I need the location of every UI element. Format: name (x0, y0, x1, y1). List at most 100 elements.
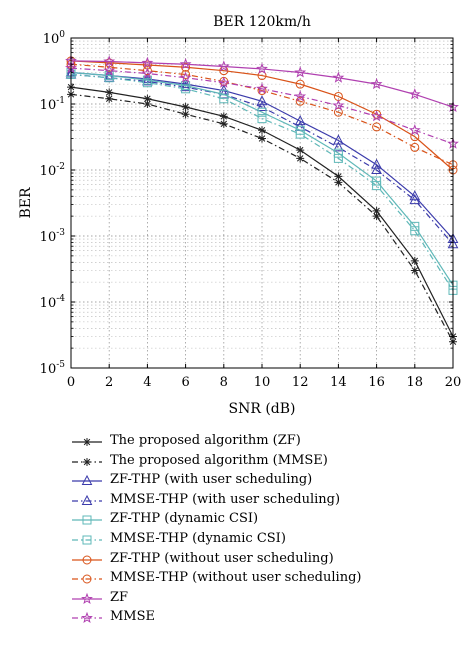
data-point (372, 212, 381, 221)
series-line (70, 60, 454, 171)
series-line (70, 73, 454, 291)
legend-label: MMSE-THP (dynamic CSI) (110, 530, 286, 546)
data-point (257, 86, 267, 96)
y-axis-label: BER (18, 187, 34, 219)
x-tick-label: 8 (220, 375, 228, 390)
ber-chart: BER 120km/h 0 2 4 6 8 10 12 14 16 18 20 10-5 10-4 10-… (18, 14, 462, 417)
data-point (333, 153, 343, 163)
x-tick-label: 12 (292, 375, 309, 390)
data-point (334, 178, 343, 187)
data-point (410, 226, 420, 236)
data-point (371, 163, 382, 174)
axis-ticks: 0 2 4 6 8 10 12 14 16 18 20 10-5 10-4 10-3 10-2 10-1 100 (40, 30, 462, 390)
y-tick-label: 10-4 (40, 294, 66, 311)
data-point (295, 96, 305, 106)
data-point (180, 78, 191, 89)
x-tick-label: 6 (181, 375, 189, 390)
data-point (333, 134, 344, 145)
legend-entry: ZF (70, 589, 470, 609)
legend: The proposed algorithm (ZF) The proposed … (70, 432, 470, 628)
data-point (103, 64, 116, 76)
legend-marker (82, 515, 92, 525)
data-point (219, 119, 228, 128)
series-9 (65, 54, 459, 113)
y-tick-label: 100 (43, 30, 66, 47)
series-line (70, 60, 454, 108)
data-point (181, 62, 191, 72)
data-point (181, 103, 190, 112)
data-point (372, 206, 381, 215)
legend-swatch (72, 555, 102, 565)
legend-label: ZF-THP (with user scheduling) (110, 472, 313, 488)
legend-label: The proposed algorithm (ZF) (110, 433, 301, 448)
data-point (141, 56, 154, 68)
legend-label: MMSE-THP (with user scheduling) (110, 491, 341, 507)
data-point (370, 77, 383, 90)
y-tick-label: 10-3 (40, 228, 66, 245)
data-point (296, 154, 305, 163)
legend-label: ZF-THP (dynamic CSI) (110, 511, 259, 527)
data-point (333, 107, 343, 117)
x-tick-label: 20 (445, 375, 462, 390)
legend-marker (82, 555, 92, 565)
legend-entry: ZF-THP (without user scheduling) (70, 550, 470, 570)
data-point (256, 95, 268, 106)
legend-marker (81, 494, 93, 505)
legend-marker (81, 592, 93, 604)
legend-swatch (72, 535, 102, 545)
legend-marker (81, 475, 93, 486)
data-point (294, 66, 307, 78)
y-tick-label: 10-2 (40, 162, 65, 179)
data-point (143, 100, 152, 108)
data-point (409, 194, 421, 205)
legend-label: ZF (110, 589, 129, 605)
legend-entry: ZF-THP (with user scheduling) (70, 471, 470, 491)
legend-entry: ZF-THP (dynamic CSI) (70, 510, 470, 530)
data-point (332, 99, 345, 111)
data-point (257, 114, 267, 124)
data-point (408, 124, 421, 136)
data-point (294, 115, 306, 126)
data-point (410, 142, 420, 152)
data-point (334, 172, 343, 181)
data-point (258, 126, 266, 135)
x-tick-label: 2 (105, 375, 113, 390)
data-point (179, 58, 192, 70)
data-point (141, 67, 154, 79)
x-tick-label: 18 (407, 375, 424, 390)
series-line (70, 67, 454, 145)
data-point (105, 88, 114, 97)
legend-marker (81, 612, 93, 624)
data-point (257, 107, 267, 117)
data-point (294, 90, 307, 102)
data-point (103, 55, 116, 67)
data-point (179, 71, 192, 83)
legend-entry: MMSE-THP (dynamic CSI) (70, 530, 470, 550)
x-tick-label: 0 (67, 375, 75, 390)
legend-label: ZF-THP (without user scheduling) (110, 550, 334, 566)
legend-swatch (72, 612, 102, 624)
legend-label: MMSE-THP (without user scheduling) (110, 570, 362, 586)
data-point (256, 62, 268, 74)
legend-swatch (72, 475, 102, 486)
data-point (256, 100, 268, 112)
data-point (372, 122, 382, 132)
legend-swatch (72, 438, 102, 446)
legend-swatch (72, 457, 102, 466)
x-tick-label: 10 (254, 375, 271, 390)
grid (71, 38, 453, 368)
data-point (258, 134, 266, 143)
data-point (104, 73, 114, 83)
series-line (70, 71, 454, 286)
legend-entry: The proposed algorithm (ZF) (70, 432, 470, 452)
series-line (70, 73, 454, 245)
data-point (370, 110, 383, 122)
legend-marker (82, 574, 92, 584)
data-point (371, 158, 382, 169)
legend-marker (83, 438, 91, 446)
legend-swatch (72, 574, 102, 584)
data-point (142, 66, 152, 76)
data-point (219, 94, 229, 104)
data-point (256, 82, 268, 94)
legend-marker (83, 457, 91, 466)
